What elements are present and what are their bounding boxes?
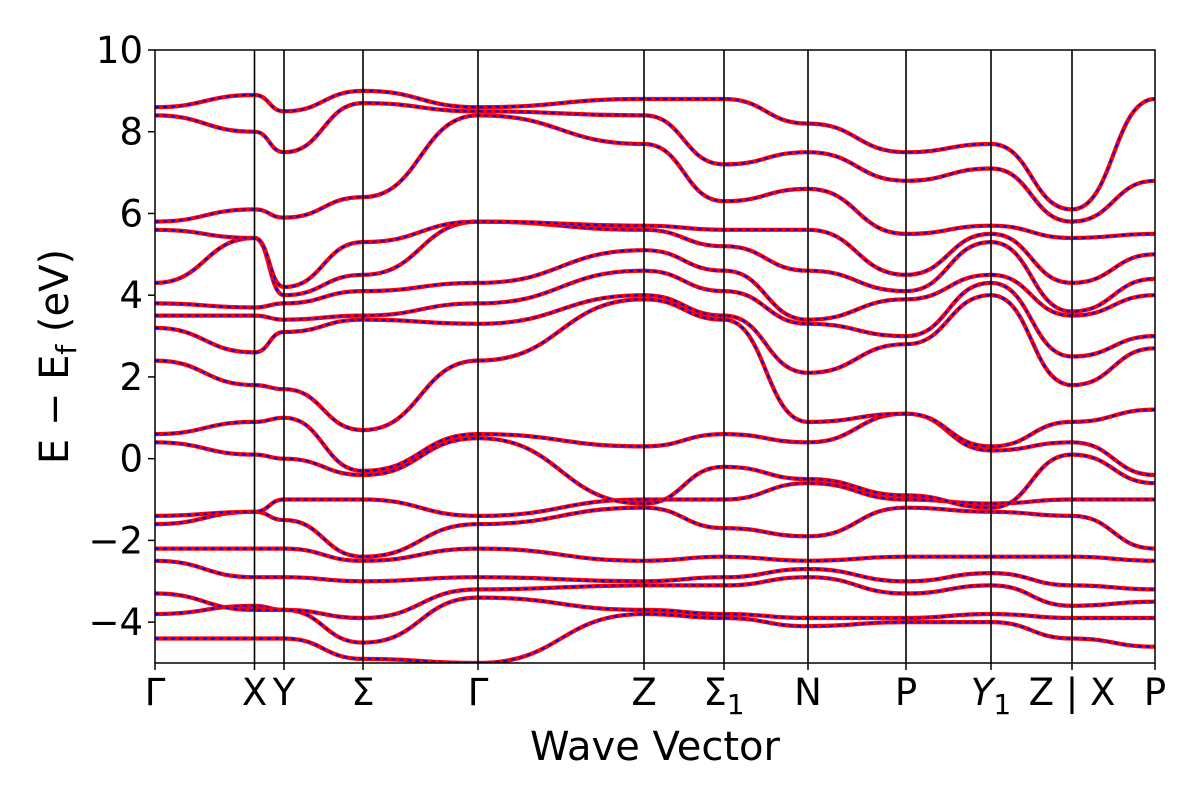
band-13-solid [155,248,1155,322]
y-tick-label: 2 [119,356,143,399]
x-tick-label-main: N [794,671,822,714]
x-tick-label-main: Σ [703,671,726,714]
x-tick-label: Y1 [971,671,1011,721]
band-18-solid [155,88,1155,212]
y-tick-label: 10 [96,29,143,72]
y-tick-label: 4 [119,274,143,317]
x-tick-label-main: P [895,671,917,714]
x-tick-label-main: Y [272,671,296,714]
y-tick-label: 6 [119,192,143,235]
x-tick-label: Γ [145,671,166,714]
x-tick-label-main: P [1144,671,1166,714]
band-16-dashed [155,114,1155,240]
y-tick-label: 8 [119,111,143,154]
x-tick-label-main: Y [971,671,996,714]
y-axis-title-main: E − E [32,355,78,465]
x-tick-label-subscript: 1 [727,688,745,721]
x-tick-label: Z | X [1029,671,1116,714]
band-2-dashed [155,596,1155,644]
x-tick-label: X [242,671,267,714]
x-tick-label: N [794,671,822,714]
band-11-dashed [155,294,1155,387]
band-16-solid [155,113,1155,241]
y-axis-title-unit: (eV) [32,249,78,345]
x-tick-label-subscript: 1 [993,688,1011,721]
plot-frame [154,49,1156,664]
band-14-dashed [155,220,1155,313]
x-tick-label-main: Σ [351,671,374,714]
x-tick-label: Σ [351,671,374,714]
x-tick-label-main: Z [631,671,656,714]
band-1-solid [155,611,1155,663]
kpoint-dividers [253,50,1073,663]
y-axis-title-subscript: f [50,344,83,355]
x-tick-label: P [895,671,917,714]
y-axis: −4 −2 0 2 4 6 8 10 [88,29,155,644]
x-tick-label: Σ1 [703,671,744,721]
x-tick-label: Γ [468,671,489,714]
band-17-dashed [155,102,1155,223]
band-2-solid [155,595,1155,645]
bands-layer [155,88,1155,663]
band-12-dashed [155,269,1155,358]
band-11-solid [155,293,1155,388]
y-tick-label: −4 [88,601,143,644]
x-tick-label: Z [631,671,656,714]
y-tick-label: 0 [119,438,143,481]
x-tick-label-main: Γ [145,671,166,714]
x-tick-label-main: Γ [468,671,489,714]
y-tick-label: −2 [88,519,143,562]
y-axis-title: E − Ef (eV) [32,249,83,464]
x-tick-label-main: X [242,671,267,714]
x-tick-label-main: Z | X [1029,671,1116,714]
band-18-dashed [155,89,1155,211]
x-tick-label: Y [272,671,296,714]
band-7-dashed [155,482,1155,517]
band-5-solid [155,546,1155,563]
x-axis-title: Wave Vector [530,724,781,770]
band-8-dashed [155,437,1155,509]
x-tick-label: P [1144,671,1166,714]
band-17-solid [155,100,1155,224]
